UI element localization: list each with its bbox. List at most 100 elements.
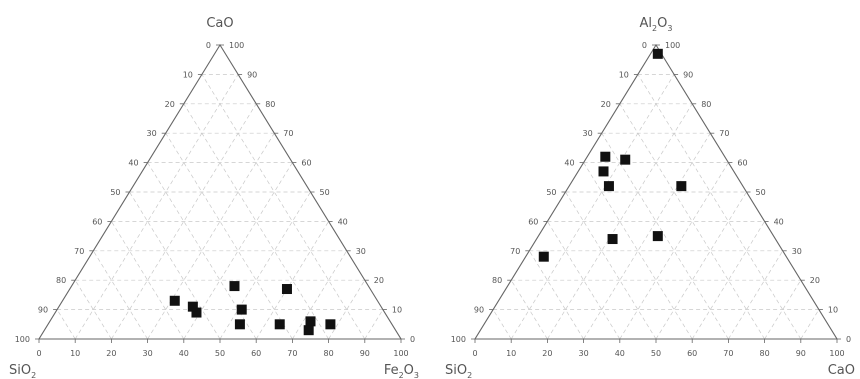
grid-line [565,191,657,340]
vertex-label-right-sub2: 3 [414,371,419,379]
vertex-label-left-text: SiO [445,363,467,378]
left-tick-label: 80 [492,276,502,285]
right-tick-label: 20 [374,276,384,285]
grid-line [510,74,675,340]
right-tick-label: 10 [828,306,838,315]
base-tick-label: 40 [179,349,189,358]
data-point-0 [169,295,180,306]
data-point-9 [303,325,314,336]
grid-line [93,250,148,340]
left-tick-label: 90 [38,306,48,315]
right-tick-label: 50 [320,188,330,197]
vertex-label-top-text: CaO [206,16,233,31]
grid-line [764,280,802,340]
vertex-label-top-sub: 2 [652,24,657,33]
grid-line [74,74,239,340]
left-tick-label: 10 [619,70,629,79]
right-tick-label: 100 [229,41,244,50]
base-tick-label: 0 [472,349,477,358]
left-tick-label: 50 [110,188,120,197]
left-tick-label: 60 [528,217,538,226]
base-tick-label: 100 [393,349,408,358]
grid-lines [492,74,820,340]
grid-line [129,191,221,340]
base-tick-label: 0 [36,349,41,358]
grid-line [255,221,329,340]
right-tick-label: 30 [356,247,366,256]
left-tick-label: 30 [583,129,593,138]
grid-line [201,74,366,340]
left-tick-label: 70 [74,247,84,256]
vertex-label-right-text: Fe [384,363,399,378]
grid-line [492,309,512,340]
base-tick-label: 70 [287,349,297,358]
data-point-3 [598,166,609,177]
right-tick-label: 40 [774,217,784,226]
data-point-6 [607,234,618,245]
grid-line [165,133,293,340]
right-tick-label: 100 [665,41,680,50]
left-tick-labels: 0 10 20 30 40 50 60 70 80 90 100 [451,41,656,344]
right-tick-label: 80 [265,100,275,109]
base-tick-label: 90 [360,349,370,358]
grid-line [637,74,802,340]
right-tick-label: 30 [792,247,802,256]
right-tick-label: 90 [683,70,693,79]
grid-line [111,221,185,340]
grid-line [56,309,76,340]
base-tick-label: 10 [70,349,80,358]
data-point-2 [187,301,198,312]
base-tick-label: 60 [251,349,261,358]
grid-line [728,250,783,340]
base-tick-label: 20 [542,349,552,358]
right-tick-label: 80 [701,100,711,109]
data-point-8 [305,316,316,327]
data-point-8 [538,251,549,262]
data-point-7 [274,319,285,330]
triangle-outline [474,43,838,340]
grid-line [583,133,711,340]
grid-line [800,309,820,340]
vertex-label-right-sub: 2 [399,371,404,379]
base-tick-label: 20 [106,349,116,358]
vertex-label-top-text: Al [640,16,653,31]
data-point-3 [229,281,240,292]
base-tick-label: 80 [760,349,770,358]
vertex-label-top: Al2O3 [640,16,673,33]
base-tick-label: 100 [829,349,844,358]
base-tick-labels: 0 10 20 30 40 50 60 70 80 90 100 [36,339,409,358]
base-tick-label: 70 [723,349,733,358]
base-tick-label: 30 [579,349,589,358]
data-point-5 [236,304,247,315]
base-tick-label: 50 [651,349,661,358]
vertex-label-left-sub: 2 [467,371,472,379]
left-tick-label: 90 [474,306,484,315]
left-tick-label: 40 [128,159,138,168]
grid-line [292,250,347,340]
left-tick-label: 40 [564,159,574,168]
vertex-label-top: CaO [206,16,233,31]
data-points [169,281,336,336]
left-tick-label: 30 [147,129,157,138]
base-tick-label: 40 [615,349,625,358]
vertex-label-left-text: SiO [9,363,31,378]
right-tick-label: 20 [810,276,820,285]
grid-line [510,280,548,340]
left-tick-label: 20 [165,100,175,109]
data-point-7 [652,231,663,242]
base-tick-label: 50 [215,349,225,358]
right-tick-label: 10 [392,306,402,315]
vertex-label-right: Fe2O3 [384,363,419,379]
data-point-5 [676,181,687,192]
vertex-label-top-text2: O [657,16,667,31]
data-point-4 [281,284,292,295]
left-tick-label: 100 [15,335,30,344]
data-points [538,48,687,262]
left-tick-label: 100 [451,335,466,344]
grid-line [601,133,729,340]
right-tick-label: 60 [737,159,747,168]
ternary-chart-cao-sio2-fe2o3: 0 10 20 30 40 50 60 70 80 90 100010203040506070809… [9,16,419,379]
grid-line [364,309,384,340]
